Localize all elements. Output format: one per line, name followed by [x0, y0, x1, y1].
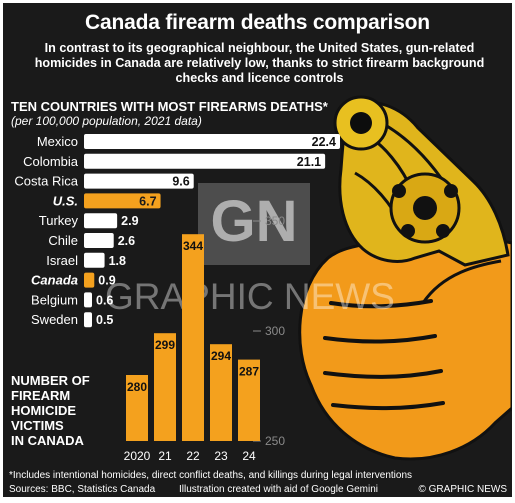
- category-label-belgium: Belgium: [31, 292, 78, 307]
- category-label-turkey: Turkey: [39, 213, 79, 228]
- value-label-23: 294: [211, 349, 231, 363]
- x-label-2020: 2020: [124, 449, 151, 463]
- category-label-sweden: Sweden: [31, 312, 78, 327]
- homicide-axis: 250 300 350: [253, 214, 285, 448]
- footnote: *Includes intentional homicides, direct …: [9, 470, 413, 481]
- infographic: GN GRAPHIC NEWS Mexico 22.4 Colombia 21.1 Co…: [3, 3, 512, 497]
- bar-21: [154, 333, 176, 441]
- value-label-costa-rica: 9.6: [172, 175, 189, 189]
- y-tick-label-250: 250: [265, 434, 285, 448]
- watermark: GN GRAPHIC NEWS: [105, 183, 395, 317]
- page-subtitle: In contrast to its geographical neighbou…: [34, 41, 485, 85]
- bar-mexico: [84, 134, 340, 149]
- value-label-22: 344: [183, 239, 203, 253]
- homicide-title-line: HOMICIDE: [11, 403, 76, 418]
- bar-turkey: [84, 213, 118, 229]
- category-label-colombia: Colombia: [23, 154, 79, 169]
- revolver-in-hand-illustration: [298, 95, 512, 461]
- value-label-mexico: 22.4: [312, 135, 336, 149]
- hand-shape: [298, 235, 512, 461]
- bar-23: [210, 344, 232, 441]
- chart-canvas: GN GRAPHIC NEWS Mexico 22.4 Colombia 21.1 Co…: [11, 95, 512, 463]
- bar-sweden: [84, 312, 92, 328]
- value-label-u-s: 6.7: [139, 194, 156, 208]
- x-label-24: 24: [242, 449, 256, 463]
- bar-chile: [84, 233, 114, 248]
- page-title: Canada firearm deaths comparison: [85, 11, 430, 34]
- bar-2020: [126, 375, 148, 441]
- x-label-22: 22: [186, 449, 200, 463]
- category-label-chile: Chile: [48, 233, 78, 248]
- category-label-canada: Canada: [31, 273, 78, 288]
- category-label-u-s: U.S.: [53, 193, 78, 208]
- x-label-23: 23: [214, 449, 228, 463]
- bar-canada: [84, 272, 95, 288]
- watermark-text: GRAPHIC NEWS: [105, 276, 395, 317]
- bar-costa-rica: [84, 173, 194, 189]
- category-label-israel: Israel: [46, 253, 78, 268]
- value-label-chile: 2.6: [118, 234, 135, 248]
- value-label-sweden: 0.5: [96, 313, 113, 327]
- bar-u-s: [84, 193, 161, 209]
- value-label-turkey: 2.9: [121, 214, 138, 228]
- footer-row: Sources: BBC, Statistics Canada Illustra…: [9, 484, 507, 495]
- bar-22: [182, 234, 204, 441]
- homicide-title-line: IN CANADA: [11, 433, 85, 448]
- barrel-muzzle: [350, 112, 372, 134]
- value-label-24: 287: [239, 365, 259, 379]
- bar-24: [238, 359, 260, 441]
- value-label-colombia: 21.1: [297, 155, 321, 169]
- sources-text: Sources: BBC, Statistics Canada: [9, 484, 156, 495]
- category-label-mexico: Mexico: [37, 134, 78, 149]
- country-bar-chart: Mexico 22.4 Colombia 21.1 Costa Rica 9.6 U.S. 6…: [14, 134, 340, 328]
- value-label-belgium: 0.6: [96, 293, 113, 307]
- copyright: © GRAPHIC NEWS: [418, 484, 508, 495]
- bar-colombia: [84, 153, 326, 169]
- y-tick-label-300: 300: [265, 324, 285, 338]
- homicide-title-line: NUMBER OF: [11, 373, 90, 388]
- category-label-costa-rica: Costa Rica: [14, 174, 78, 189]
- x-label-21: 21: [158, 449, 172, 463]
- bar-belgium: [84, 292, 92, 308]
- value-label-2020: 280: [127, 380, 147, 394]
- homicide-title-line: VICTIMS: [11, 418, 64, 433]
- illustration-credit: Illustration created with aid of Google …: [179, 484, 378, 495]
- homicide-title-line: FIREARM: [11, 388, 70, 403]
- value-label-21: 299: [155, 338, 175, 352]
- homicide-bar-chart: 280 2020 299 21 344 22 294 23 287 24: [124, 234, 260, 463]
- watermark-logo-box: [198, 183, 310, 265]
- country-chart-subtitle: (per 100,000 population, 2021 data): [11, 114, 202, 128]
- country-chart-title: TEN COUNTRIES WITH MOST FIREARMS DEATHS*: [11, 99, 328, 114]
- value-label-israel: 1.8: [109, 254, 126, 268]
- value-label-canada: 0.9: [98, 274, 115, 288]
- y-tick-label-350: 350: [265, 214, 285, 228]
- bar-israel: [84, 252, 105, 268]
